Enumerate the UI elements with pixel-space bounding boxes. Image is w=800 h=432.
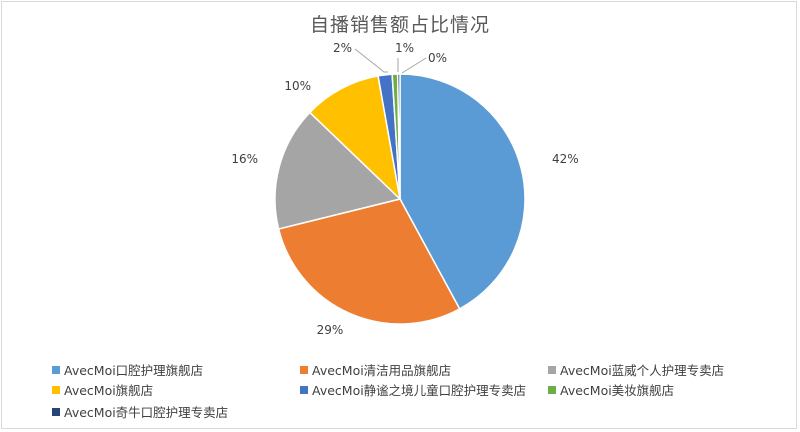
pie-slice-0 — [399, 73, 526, 310]
legend-swatch-4 — [300, 385, 308, 394]
chart-title: 自播销售额占比情况 — [309, 14, 490, 36]
leader-line-6 — [401, 57, 427, 74]
pie-slice-3 — [308, 75, 402, 202]
legend-item-5: AvecMoi美妆旗舰店 — [548, 380, 674, 399]
legend-swatch-1 — [300, 365, 308, 374]
legend-swatch-3 — [52, 385, 60, 394]
data-label-0: 42% — [552, 152, 579, 166]
legend-label-3: AvecMoi旗舰店 — [64, 383, 154, 398]
data-label-3: 10% — [284, 79, 311, 93]
legend-label-0: AvecMoi口腔护理旗舰店 — [64, 363, 204, 378]
legend-item-2: AvecMoi蓝威个人护理专卖店 — [548, 360, 724, 379]
pie-slice-6 — [396, 73, 401, 200]
legend-label-4: AvecMoi静谧之境儿童口腔护理专卖店 — [312, 383, 527, 398]
data-label-6: 0% — [428, 51, 447, 65]
legend-swatch-2 — [548, 365, 556, 374]
leader-line-4 — [354, 48, 388, 73]
pie-slice-1 — [277, 198, 461, 325]
legend-swatch-6 — [52, 407, 60, 416]
legend-label-6: AvecMoi奇牛口腔护理专卖店 — [64, 405, 229, 420]
data-label-5: 1% — [395, 41, 414, 55]
legend-item-1: AvecMoi清洁用品旗舰店 — [300, 360, 451, 379]
data-label-4: 2% — [333, 41, 352, 55]
legend-item-3: AvecMoi旗舰店 — [52, 380, 153, 399]
pie-slice-2 — [274, 111, 402, 230]
legend-swatch-0 — [52, 365, 60, 374]
legend-item-6: AvecMoi奇牛口腔护理专卖店 — [52, 402, 228, 421]
legend-label-1: AvecMoi清洁用品旗舰店 — [312, 363, 452, 378]
data-label-1: 29% — [317, 323, 344, 337]
legend-label-2: AvecMoi蓝威个人护理专卖店 — [560, 363, 725, 378]
legend-label-5: AvecMoi美妆旗舰店 — [560, 383, 675, 398]
legend-item-4: AvecMoi静谧之境儿童口腔护理专卖店 — [300, 380, 526, 399]
legend-item-0: AvecMoi口腔护理旗舰店 — [52, 360, 203, 379]
legend-swatch-5 — [548, 385, 556, 394]
data-label-2: 16% — [231, 152, 258, 166]
